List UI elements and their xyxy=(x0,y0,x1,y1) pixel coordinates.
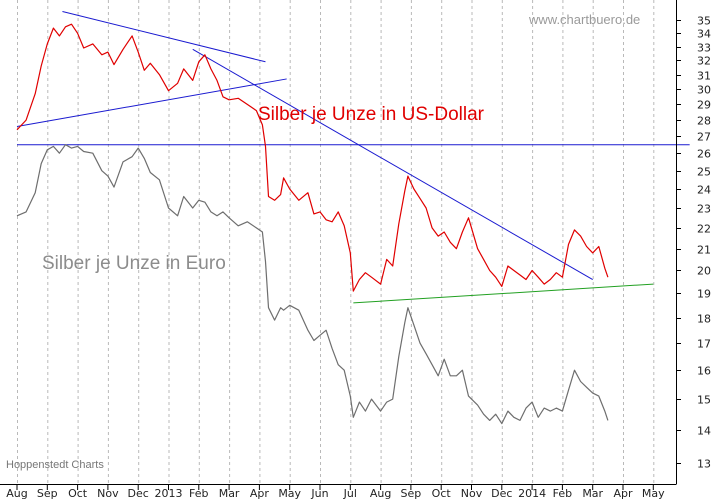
y-tick-label: 26 xyxy=(697,148,711,161)
x-tick-label: Aug xyxy=(370,487,391,500)
x-tick-label: Mar xyxy=(219,487,240,500)
y-tick-label: 20 xyxy=(697,265,711,278)
y-tick-label: 14 xyxy=(697,425,711,438)
y-tick-label: 23 xyxy=(697,203,711,216)
y-tick-label: 21 xyxy=(697,244,711,257)
x-tick-label: Aug xyxy=(6,487,27,500)
x-tick-label: Sep xyxy=(401,487,422,500)
y-tick-label: 32 xyxy=(697,55,711,68)
series-line-eur xyxy=(16,144,609,425)
y-tick-label: 18 xyxy=(697,313,711,326)
x-tick-label: Sep xyxy=(37,487,58,500)
y-tick-label: 16 xyxy=(697,365,711,378)
x-tick-label: Dec xyxy=(128,487,149,500)
trendline xyxy=(192,48,593,280)
source-label: Hoppenstedt Charts xyxy=(6,459,104,471)
series-label-usd: Silber je Unze in US-Dollar xyxy=(258,104,485,125)
y-tick-label: 19 xyxy=(697,288,711,301)
x-tick-label: Jun xyxy=(310,487,328,500)
y-tick-label: 17 xyxy=(697,338,711,351)
x-tick-label: Apr xyxy=(613,487,633,500)
x-tick-label: 2014 xyxy=(518,487,546,500)
y-tick-label: 30 xyxy=(697,84,711,97)
x-tick-label: Dec xyxy=(491,487,512,500)
y-tick-label: 34 xyxy=(697,28,711,41)
y-tick-label: 15 xyxy=(697,394,711,407)
x-tick-label: Jul xyxy=(343,487,357,500)
y-tick-label: 31 xyxy=(697,70,711,83)
trendline xyxy=(353,283,654,304)
x-tick-label: Apr xyxy=(250,487,270,500)
x-axis: Aug Sep Oct Nov Dec 2013 Feb Mar Apr May Jun Jul Aug… xyxy=(6,484,665,500)
trendline xyxy=(62,11,266,63)
x-tick-label: Nov xyxy=(461,487,483,500)
y-tick-label: 35 xyxy=(697,15,711,28)
y-tick-label: 28 xyxy=(697,115,711,128)
y-tick-label: 13 xyxy=(697,458,711,471)
vertical-grid xyxy=(17,0,655,484)
series-line-usd xyxy=(16,23,609,292)
y-tick-label: 33 xyxy=(697,42,711,55)
y-tick-label: 29 xyxy=(697,99,711,112)
y-tick-label: 24 xyxy=(697,184,711,197)
x-tick-label: Oct xyxy=(432,487,452,500)
x-tick-label: May xyxy=(278,487,301,500)
y-tick-label: 27 xyxy=(697,131,711,144)
x-tick-label: May xyxy=(642,487,665,500)
x-tick-label: 2013 xyxy=(155,487,183,500)
watermark-text: www.chartbuero.de xyxy=(528,12,640,27)
x-tick-label: Mar xyxy=(582,487,603,500)
price-series xyxy=(16,23,609,425)
x-tick-label: Feb xyxy=(553,487,572,500)
x-tick-label: Oct xyxy=(68,487,88,500)
y-tick-label: 25 xyxy=(697,166,711,179)
x-tick-label: Nov xyxy=(97,487,119,500)
trendline xyxy=(16,78,287,128)
y-tick-label: 22 xyxy=(697,223,711,236)
series-label-eur: Silber je Unze in Euro xyxy=(42,253,226,274)
trendlines xyxy=(16,11,690,304)
x-tick-label: Feb xyxy=(189,487,208,500)
